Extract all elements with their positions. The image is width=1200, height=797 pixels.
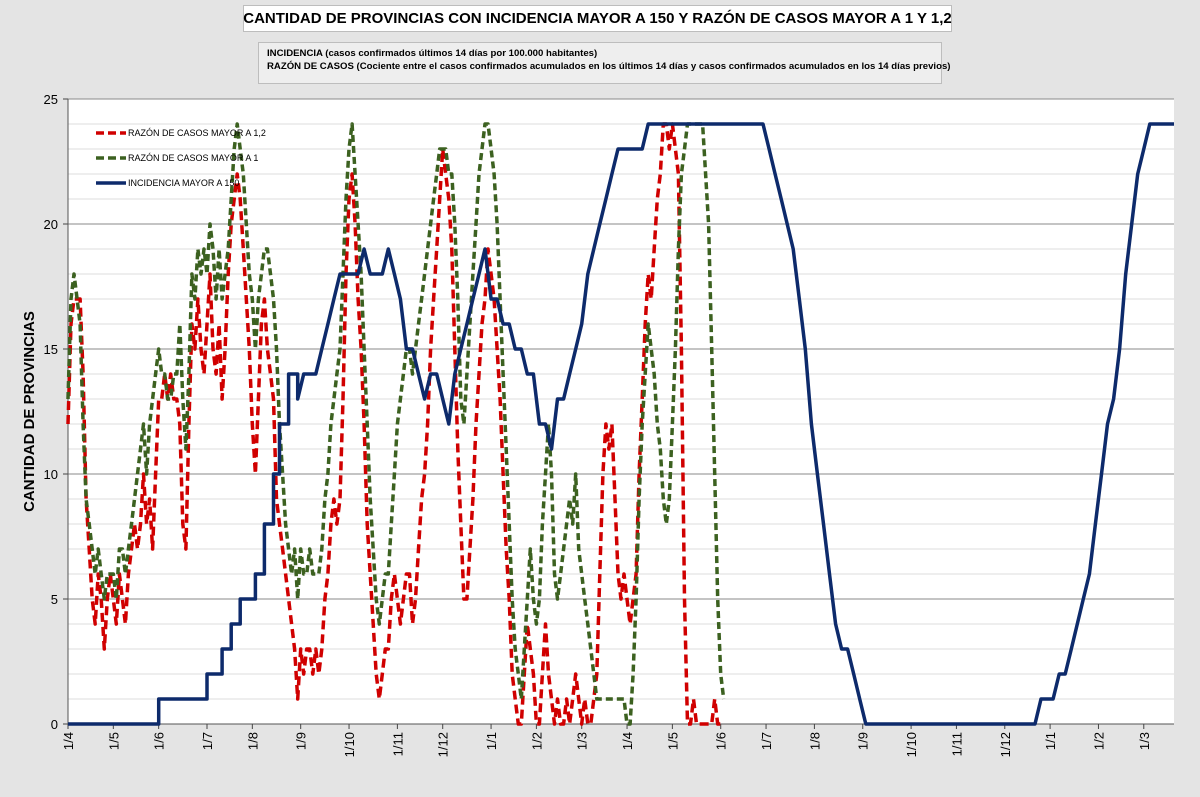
x-tick-label: 1/9 [856, 732, 871, 750]
x-tick-label: 1/5 [665, 732, 680, 750]
x-tick-label: 1/3 [1137, 732, 1152, 750]
definitions-note: INCIDENCIA (casos confirmados últimos 14… [258, 42, 951, 84]
chart-title: CANTIDAD DE PROVINCIAS CON INCIDENCIA MA… [243, 5, 952, 32]
legend-label-3: INCIDENCIA MAYOR A 150 [128, 178, 239, 188]
x-tick-label: 1/6 [152, 732, 167, 750]
x-tick-label: 1/1 [1043, 732, 1058, 750]
x-tick-label: 1/7 [200, 732, 215, 750]
x-tick-label: 1/2 [1091, 732, 1106, 750]
y-axis-label: CANTIDAD DE PROVINCIAS [21, 311, 38, 512]
y-tick-label: 15 [44, 342, 58, 357]
x-tick-label: 1/4 [620, 732, 635, 750]
y-tick-label: 10 [44, 467, 58, 482]
note-incidencia: INCIDENCIA (casos confirmados últimos 14… [267, 48, 598, 59]
x-tick-label: 1/7 [759, 732, 774, 750]
series-line-2 [66, 122, 726, 726]
x-tick-label: 1/12 [998, 732, 1013, 757]
y-tick-label: 0 [51, 717, 58, 732]
x-tick-label: 1/1 [484, 732, 499, 750]
x-tick-label: 1/3 [575, 732, 590, 750]
series-line-1 [66, 122, 724, 726]
x-tick-label: 1/11 [390, 732, 405, 756]
x-tick-label: 1/4 [61, 732, 76, 750]
legend-label-1: RAZÓN DE CASOS MAYOR A 1,2 [128, 128, 266, 138]
y-tick-label: 25 [44, 92, 58, 107]
x-tick-label: 1/5 [106, 732, 121, 750]
x-tick-label: 1/2 [529, 732, 544, 750]
x-tick-label: 1/6 [714, 732, 729, 750]
x-tick-label: 1/9 [294, 732, 309, 750]
x-tick-label: 1/12 [436, 732, 451, 757]
x-tick-label: 1/10 [342, 732, 357, 757]
x-tick-label: 1/11 [949, 732, 964, 756]
y-tick-label: 5 [51, 592, 58, 607]
x-tick-label: 1/8 [245, 732, 260, 750]
x-tick-label: 1/8 [807, 732, 822, 750]
note-razon: RAZÓN DE CASOS (Cociente entre el casos … [267, 61, 951, 72]
plot-area [68, 99, 1174, 724]
x-tick-label: 1/10 [904, 732, 919, 757]
legend-label-2: RAZÓN DE CASOS MAYOR A 1 [128, 153, 258, 163]
series-line-3 [68, 122, 1174, 726]
y-tick-label: 20 [44, 217, 58, 232]
